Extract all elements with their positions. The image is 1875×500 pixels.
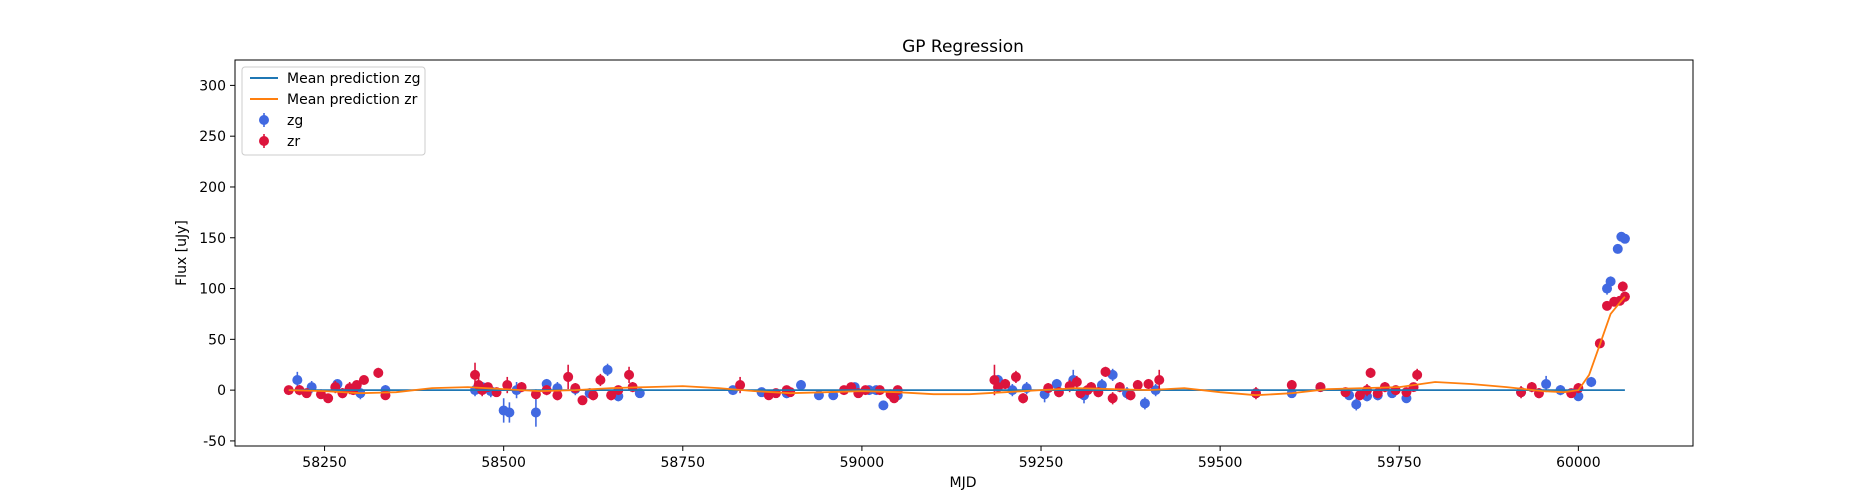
axes: 58250 58500 58750 59000 59250 59500 59750 60000… <box>199 78 1600 471</box>
x-tick-label-4: 59250 <box>1019 455 1064 471</box>
zr-point-66 <box>1286 380 1297 391</box>
zg-point-9 <box>504 407 515 418</box>
zr-point-28 <box>606 390 617 401</box>
zr-point-24 <box>570 383 581 394</box>
zr-point-10 <box>358 374 369 385</box>
zr-point-87 <box>1617 281 1628 292</box>
zr-point-43 <box>889 393 900 404</box>
zr-point-58 <box>1100 366 1111 377</box>
y-tick-label-1: 0 <box>217 383 226 399</box>
zg-point-28 <box>878 400 889 411</box>
legend-label-3: zr <box>287 134 300 150</box>
legend-marker-2 <box>259 115 269 125</box>
x-tick-label-0: 58250 <box>302 455 347 471</box>
zr-point-4 <box>323 393 334 404</box>
y-tick-label-0: -50 <box>203 434 226 450</box>
x-tick-label-3: 59000 <box>840 455 885 471</box>
zr-point-61 <box>1125 390 1136 401</box>
x-tick-label-6: 59750 <box>1377 455 1422 471</box>
zg-point-57 <box>1605 276 1616 287</box>
y-tick-label-5: 200 <box>199 180 226 196</box>
plot-area <box>283 231 1630 427</box>
zr-point-59 <box>1107 393 1118 404</box>
legend-label-0: Mean prediction zg <box>287 71 421 87</box>
zr-point-22 <box>552 390 563 401</box>
plot-frame <box>234 59 1694 447</box>
zr-point-11 <box>373 367 384 378</box>
zr-point-69 <box>1354 390 1365 401</box>
zg-point-52 <box>1541 379 1552 390</box>
zg-point-11 <box>530 407 541 418</box>
zr-point-63 <box>1143 379 1154 390</box>
zr-point-64 <box>1154 374 1165 385</box>
y-tick-label-6: 250 <box>199 129 226 145</box>
zr-point-13 <box>470 369 481 380</box>
zr-point-48 <box>1010 371 1021 382</box>
legend-label-1: Mean prediction zr <box>287 92 418 108</box>
zr-point-26 <box>588 390 599 401</box>
zg-point-46 <box>1351 399 1362 410</box>
zg-point-34 <box>1051 379 1062 390</box>
zr-point-77 <box>1412 369 1423 380</box>
zr-point-27 <box>595 374 606 385</box>
zg-point-0 <box>292 374 303 385</box>
y-tick-label-2: 50 <box>208 332 226 348</box>
zr-point-23 <box>563 371 574 382</box>
zr-point-9 <box>351 380 362 391</box>
x-tick-label-7: 60000 <box>1556 455 1601 471</box>
zr-point-71 <box>1365 367 1376 378</box>
zg-point-60 <box>1619 233 1630 244</box>
legend-marker-3 <box>259 136 269 146</box>
legend: Mean prediction zg Mean prediction zr zg zr <box>241 66 426 156</box>
zg-point-55 <box>1586 377 1597 388</box>
x-tick-label-2: 58750 <box>661 455 706 471</box>
y-tick-label-3: 100 <box>199 282 226 298</box>
zr-point-47 <box>1000 379 1011 390</box>
zr-point-62 <box>1132 380 1143 391</box>
zr-point-50 <box>1043 383 1054 394</box>
zg-point-40 <box>1139 398 1150 409</box>
plot-series <box>283 231 1630 427</box>
legend-box <box>241 66 426 156</box>
y-tick-label-7: 300 <box>199 78 226 94</box>
zr-point-49 <box>1018 393 1029 404</box>
zr-point-18 <box>502 380 513 391</box>
y-axis-label: Flux [uJy] <box>174 220 190 286</box>
zg-point-58 <box>1612 243 1623 254</box>
x-tick-label-1: 58500 <box>481 455 526 471</box>
zg-point-22 <box>796 380 807 391</box>
zr-point-53 <box>1071 377 1082 388</box>
legend-label-2: zg <box>287 113 303 129</box>
zg-point-16 <box>602 364 613 375</box>
y-tick-label-4: 150 <box>199 231 226 247</box>
x-tick-label-5: 59500 <box>1198 455 1243 471</box>
chart-title: GP Regression <box>902 37 1024 57</box>
zr-point-32 <box>735 380 746 391</box>
zr-point-25 <box>577 395 588 406</box>
zr-point-30 <box>624 369 635 380</box>
x-axis-label: MJD <box>950 475 977 491</box>
line-Mean prediction zr <box>288 296 1626 397</box>
